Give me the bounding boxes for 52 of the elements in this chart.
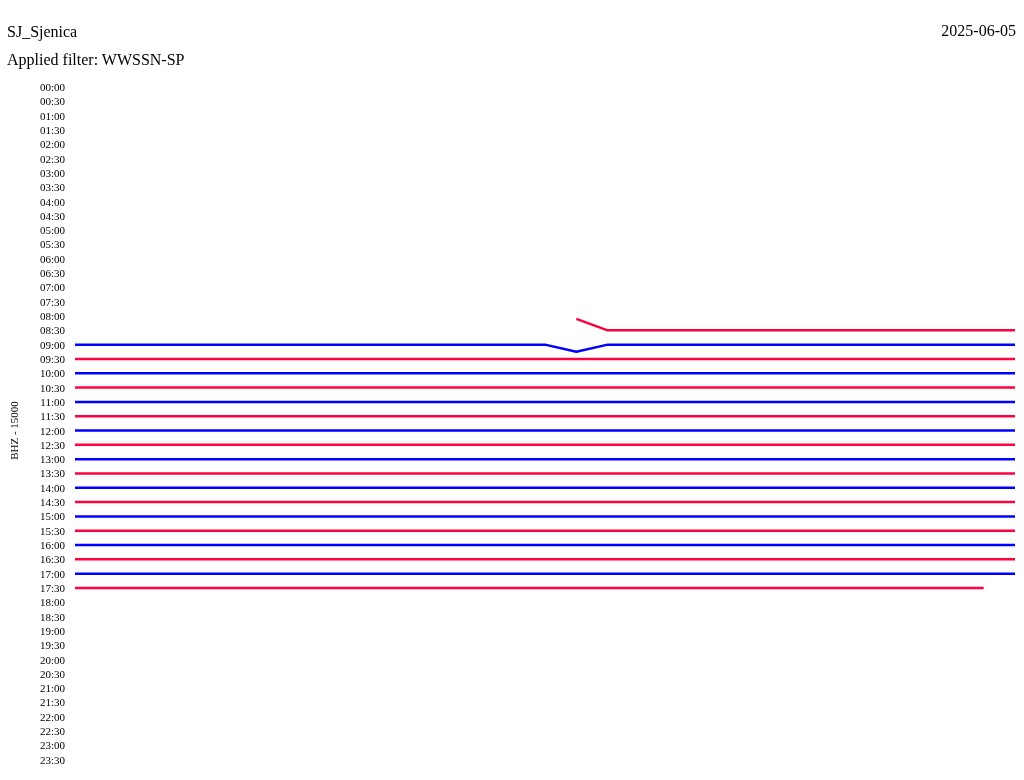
y-tick-label: 16:00 xyxy=(39,539,66,551)
y-tick-label: 12:00 xyxy=(39,424,66,437)
y-tick-label: 04:00 xyxy=(39,195,66,208)
y-tick-label: 08:00 xyxy=(39,310,66,322)
y-tick-label: 17:30 xyxy=(39,581,66,594)
y-tick-label: 16:30 xyxy=(39,553,66,566)
y-tick-label: 15:00 xyxy=(39,510,66,523)
y-tick-label: 21:30 xyxy=(39,696,66,709)
y-tick-label: 19:30 xyxy=(39,639,66,652)
y-tick-label: 13:00 xyxy=(39,453,66,466)
y-tick-label: 14:00 xyxy=(39,481,66,494)
y-tick-label: 15:30 xyxy=(39,524,66,537)
y-tick-label: 14:30 xyxy=(39,496,66,509)
y-tick-label: 18:30 xyxy=(39,610,66,623)
y-tick-label: 22:30 xyxy=(39,725,66,738)
y-axis-title: BHZ - 15000 xyxy=(7,400,20,460)
y-tick-label: 12:30 xyxy=(39,438,66,451)
y-tick-label: 00:30 xyxy=(39,95,66,108)
y-tick-label: 01:00 xyxy=(39,109,66,122)
y-tick-label: 17:00 xyxy=(39,567,66,580)
y-tick-label: 20:00 xyxy=(39,653,66,666)
y-tick-label: 10:30 xyxy=(39,381,66,394)
y-tick-label: 03:30 xyxy=(39,181,66,194)
y-tick-label: 02:00 xyxy=(39,138,66,151)
y-tick-label: 02:30 xyxy=(39,152,66,165)
y-tick-label: 22:00 xyxy=(39,710,66,723)
y-tick-label: 00:00 xyxy=(39,81,66,93)
y-tick-label: 13:30 xyxy=(39,467,66,480)
chart-title: SJ_Sjenica xyxy=(7,22,78,41)
y-tick-label: 06:00 xyxy=(39,252,66,265)
y-tick-label: 19:00 xyxy=(39,624,66,637)
y-tick-label: 09:00 xyxy=(39,338,66,351)
y-tick-label: 09:30 xyxy=(39,352,66,365)
y-tick-label: 05:00 xyxy=(39,224,66,237)
y-tick-label: 08:30 xyxy=(39,324,66,337)
y-tick-label: 23:00 xyxy=(39,739,66,752)
y-tick-label: 07:30 xyxy=(39,295,66,308)
y-tick-label: 01:30 xyxy=(39,123,66,136)
y-tick-label: 11:30 xyxy=(40,410,66,423)
y-tick-label: 06:30 xyxy=(39,267,66,280)
y-tick-label: 23:30 xyxy=(39,753,66,766)
y-tick-label: 10:00 xyxy=(39,367,66,380)
y-tick-label: 07:00 xyxy=(39,281,66,294)
y-tick-label: 11:00 xyxy=(40,395,66,408)
y-tick-label: 20:30 xyxy=(39,667,66,680)
y-tick-label: 18:00 xyxy=(39,596,66,609)
y-tick-label: 04:30 xyxy=(39,209,66,222)
text: Applied filter: WWSSN-SP xyxy=(7,50,185,69)
text: 2025-06-05 xyxy=(941,21,1016,39)
y-tick-label: 21:00 xyxy=(39,682,66,695)
y-tick-label: 03:00 xyxy=(39,166,66,179)
y-tick-label: 05:30 xyxy=(39,238,66,251)
